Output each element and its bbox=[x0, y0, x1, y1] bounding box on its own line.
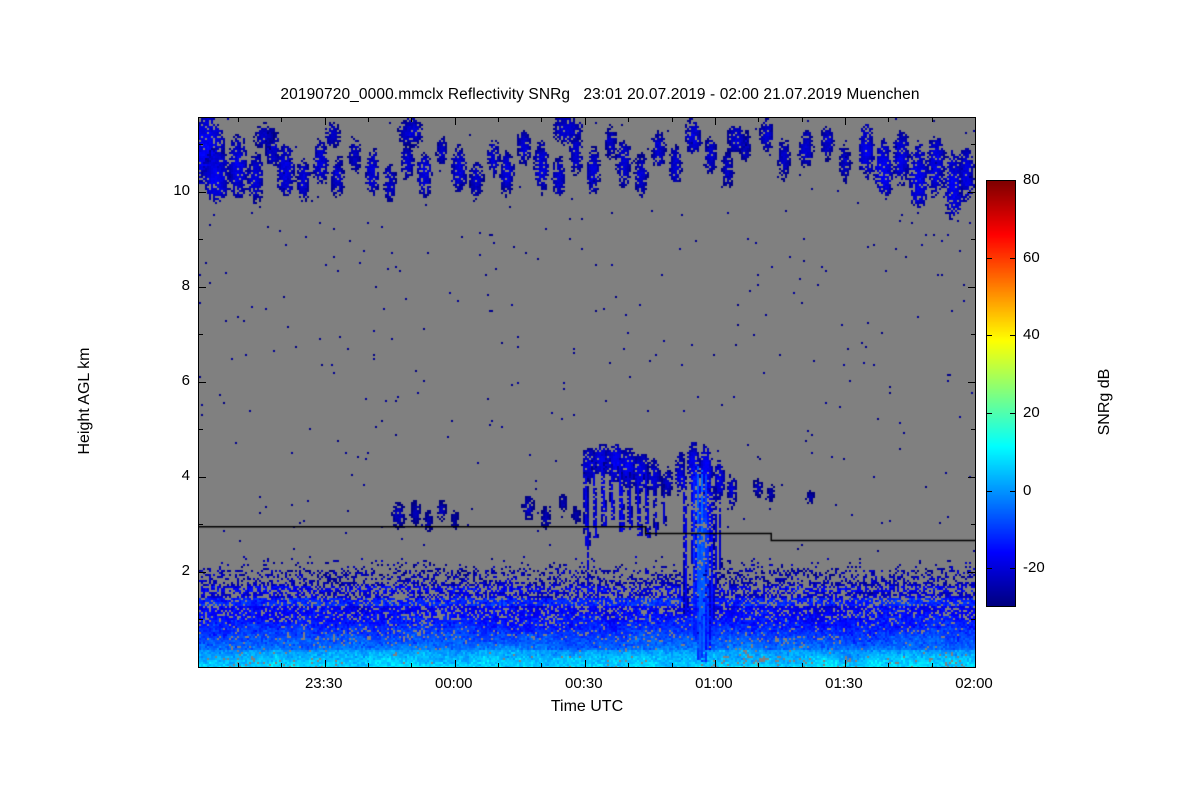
x-tick-label: 02:00 bbox=[955, 675, 993, 692]
colorbar-tick-mark bbox=[1010, 568, 1015, 570]
colorbar-tick-label: 0 bbox=[1023, 481, 1032, 499]
tick-mark bbox=[671, 663, 673, 667]
y-tick-label: 4 bbox=[181, 466, 190, 484]
tick-mark bbox=[541, 663, 543, 667]
tick-mark bbox=[931, 663, 933, 667]
tick-mark bbox=[968, 571, 975, 573]
tick-mark bbox=[454, 118, 456, 125]
tick-mark bbox=[238, 663, 240, 667]
tick-mark bbox=[199, 619, 203, 621]
colorbar-gradient bbox=[987, 181, 1015, 606]
tick-mark bbox=[971, 429, 975, 431]
tick-mark bbox=[199, 334, 203, 336]
tick-mark bbox=[199, 476, 206, 478]
tick-mark bbox=[199, 571, 206, 573]
colorbar-tick-mark bbox=[987, 568, 992, 570]
tick-mark bbox=[968, 286, 975, 288]
tick-mark bbox=[971, 524, 975, 526]
colorbar-title: SNRg dB bbox=[1096, 368, 1113, 436]
colorbar-tick-mark bbox=[1010, 335, 1015, 337]
colorbar-tick-label: 60 bbox=[1023, 248, 1040, 266]
tick-mark bbox=[324, 118, 326, 125]
tick-mark bbox=[498, 118, 500, 122]
tick-mark bbox=[888, 118, 890, 122]
colorbar-tick-label: 20 bbox=[1023, 403, 1040, 421]
tick-mark bbox=[199, 429, 203, 431]
tick-mark bbox=[758, 663, 760, 667]
tick-mark bbox=[199, 286, 206, 288]
y-tick-label: 6 bbox=[181, 371, 190, 389]
tick-mark bbox=[801, 663, 803, 667]
tick-mark bbox=[971, 334, 975, 336]
tick-mark bbox=[975, 118, 976, 125]
tick-mark bbox=[324, 660, 326, 667]
tick-mark bbox=[199, 144, 203, 146]
y-tick-label: 8 bbox=[181, 276, 190, 294]
tick-mark bbox=[199, 239, 203, 241]
x-tick-label: 01:00 bbox=[695, 675, 733, 692]
tick-mark bbox=[411, 663, 413, 667]
tick-mark bbox=[238, 118, 240, 122]
colorbar-tick-mark bbox=[1010, 180, 1015, 181]
tick-mark bbox=[971, 144, 975, 146]
tick-mark bbox=[454, 660, 456, 667]
tick-mark bbox=[844, 118, 846, 125]
x-tick-label: 00:00 bbox=[434, 675, 473, 692]
figure-title: 20190720_0000.mmclx Reflectivity SNRg 23… bbox=[280, 86, 920, 103]
colorbar-tick-mark bbox=[987, 257, 992, 259]
colorbar-tick-mark bbox=[1010, 257, 1015, 259]
colorbar-tick-mark bbox=[1010, 412, 1015, 414]
y-axis-title: Height AGL km bbox=[76, 347, 93, 455]
colorbar-tick-mark bbox=[987, 412, 992, 414]
tick-mark bbox=[758, 118, 760, 122]
x-tick-label: 00:30 bbox=[565, 675, 603, 692]
tick-mark bbox=[584, 660, 586, 667]
tick-mark bbox=[411, 118, 413, 122]
tick-mark bbox=[931, 118, 933, 122]
tick-mark bbox=[368, 118, 370, 122]
colorbar-tick-mark bbox=[987, 180, 992, 181]
colorbar-tick-mark bbox=[987, 490, 992, 492]
tick-mark bbox=[541, 118, 543, 122]
tick-mark bbox=[888, 663, 890, 667]
tick-mark bbox=[968, 381, 975, 383]
x-axis-title: Time UTC bbox=[550, 698, 624, 715]
tick-mark bbox=[975, 660, 976, 667]
y-tick-label: 10 bbox=[173, 181, 190, 199]
tick-mark bbox=[368, 663, 370, 667]
tick-mark bbox=[968, 476, 975, 478]
tick-mark bbox=[199, 524, 203, 526]
colorbar-tick-label: 40 bbox=[1023, 326, 1040, 344]
tick-mark bbox=[714, 660, 716, 667]
plot-area[interactable] bbox=[198, 117, 976, 668]
colorbar[interactable] bbox=[986, 180, 1016, 607]
tick-mark bbox=[498, 663, 500, 667]
tick-mark bbox=[714, 118, 716, 125]
y-tick-label: 2 bbox=[181, 561, 190, 579]
tick-mark bbox=[628, 663, 630, 667]
colorbar-tick-label: -20 bbox=[1023, 559, 1045, 577]
tick-mark bbox=[801, 118, 803, 122]
tick-mark bbox=[844, 660, 846, 667]
colorbar-tick-label: 80 bbox=[1023, 171, 1040, 188]
tick-mark bbox=[281, 663, 283, 667]
tick-mark bbox=[584, 118, 586, 125]
tick-mark bbox=[971, 619, 975, 621]
x-tick-label: 23:30 bbox=[304, 675, 343, 692]
tick-mark bbox=[971, 239, 975, 241]
colorbar-tick-mark bbox=[987, 335, 992, 337]
tick-mark bbox=[671, 118, 673, 122]
colorbar-tick-mark bbox=[1010, 490, 1015, 492]
reflectivity-heatmap bbox=[199, 118, 975, 667]
tick-mark bbox=[628, 118, 630, 122]
tick-mark bbox=[968, 191, 975, 193]
tick-mark bbox=[281, 118, 283, 122]
tick-mark bbox=[199, 381, 206, 383]
tick-mark bbox=[199, 191, 206, 193]
x-tick-label: 01:30 bbox=[825, 675, 863, 692]
